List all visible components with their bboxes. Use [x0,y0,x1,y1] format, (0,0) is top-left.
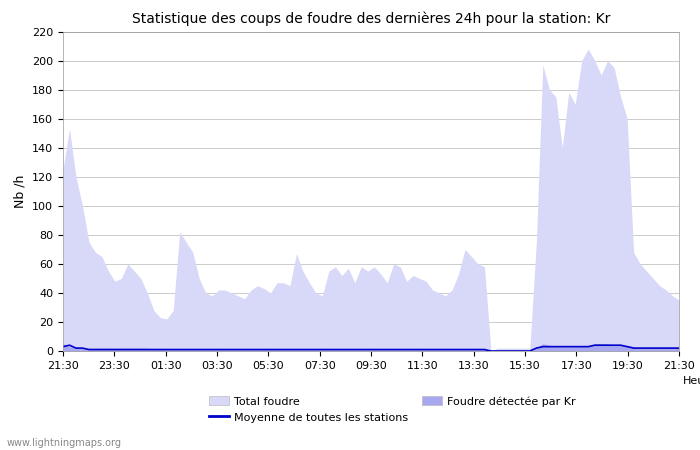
Legend: Total foudre, Moyenne de toutes les stations, Foudre détectée par Kr: Total foudre, Moyenne de toutes les stat… [204,392,580,427]
Text: Heure: Heure [683,376,700,386]
Y-axis label: Nb /h: Nb /h [13,175,27,208]
Text: www.lightningmaps.org: www.lightningmaps.org [7,438,122,448]
Title: Statistique des coups de foudre des dernières 24h pour la station: Kr: Statistique des coups de foudre des dern… [132,12,610,26]
